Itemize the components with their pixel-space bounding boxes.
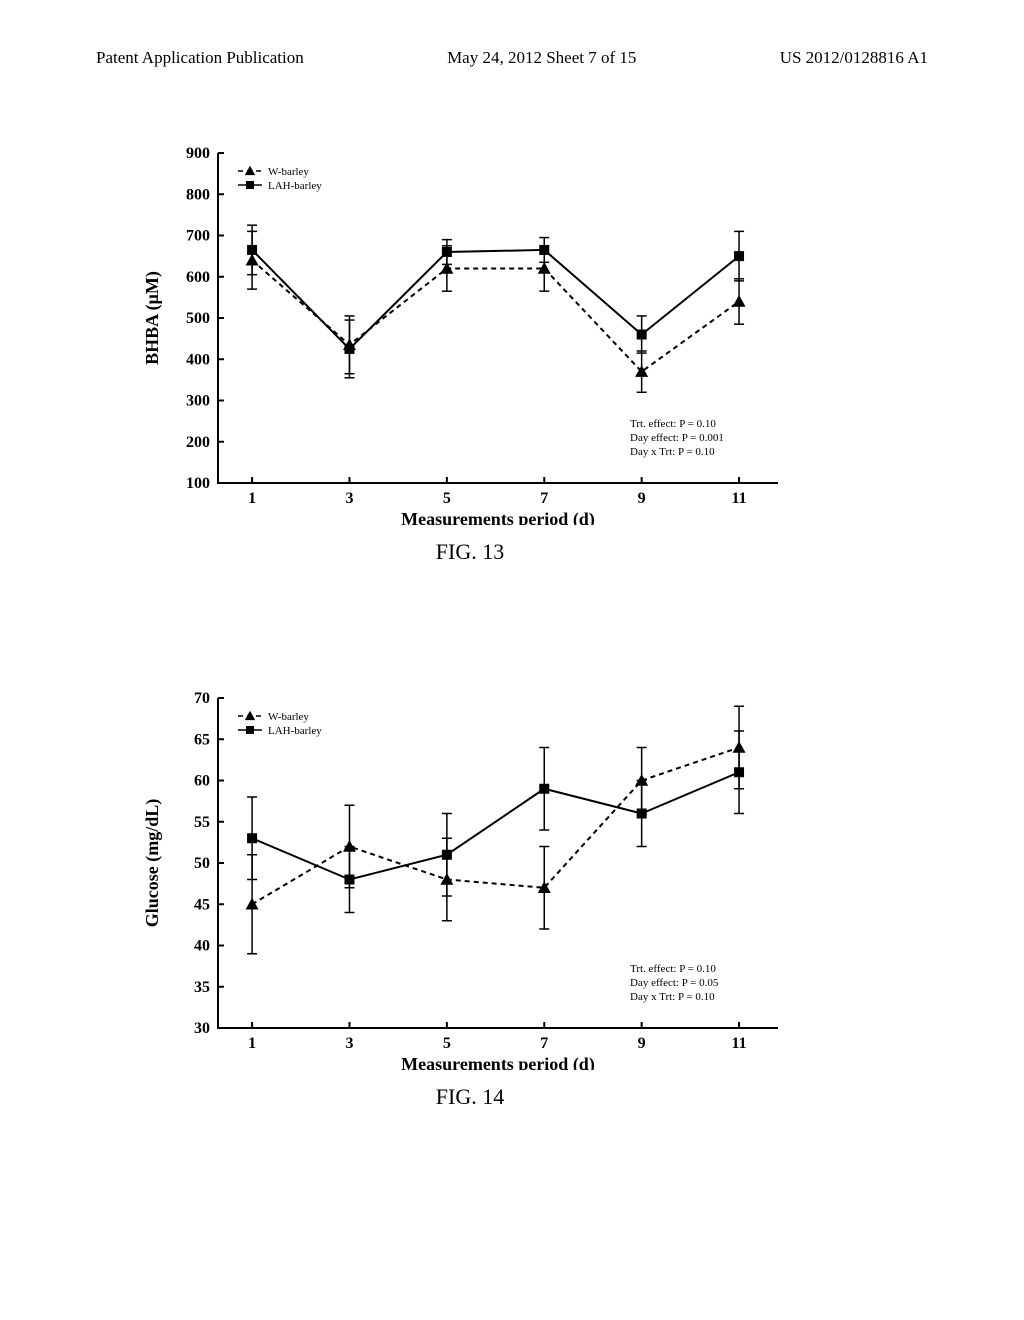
svg-text:200: 200 (186, 434, 210, 451)
figure-13-chart: 100 200 300 400 500 600 700 800 900 1 3 5 7 9 11 Measur… (140, 135, 800, 525)
svg-text:LAH-barley: LAH-barley (268, 180, 322, 192)
svg-text:9: 9 (638, 490, 646, 507)
svg-text:Day x Trt: P = 0.10: Day x Trt: P = 0.10 (630, 991, 715, 1003)
svg-text:40: 40 (194, 938, 210, 955)
svg-text:Trt. effect: P = 0.10: Trt. effect: P = 0.10 (630, 418, 716, 430)
svg-text:700: 700 (186, 228, 210, 245)
svg-text:W-barley: W-barley (268, 711, 309, 723)
svg-text:Day x Trt: P = 0.10: Day x Trt: P = 0.10 (630, 446, 715, 458)
svg-text:3: 3 (345, 490, 353, 507)
svg-text:9: 9 (638, 1035, 646, 1052)
svg-text:Glucose (mg/dL): Glucose (mg/dL) (142, 799, 163, 928)
svg-text:7: 7 (540, 490, 548, 507)
svg-text:600: 600 (186, 269, 210, 286)
svg-text:65: 65 (194, 731, 210, 748)
svg-text:500: 500 (186, 310, 210, 327)
figure-14-chart: 3035404550556065701357911Measurements pe… (140, 680, 800, 1070)
svg-text:5: 5 (443, 490, 451, 507)
figure-14-caption: FIG. 14 (140, 1084, 800, 1110)
svg-text:800: 800 (186, 186, 210, 203)
page: Patent Application Publication May 24, 2… (0, 0, 1024, 1320)
header-left: Patent Application Publication (96, 48, 304, 68)
figure-14-block: 3035404550556065701357911Measurements pe… (140, 680, 800, 1110)
svg-text:7: 7 (540, 1035, 548, 1052)
svg-text:LAH-barley: LAH-barley (268, 725, 322, 737)
svg-text:11: 11 (731, 490, 746, 507)
svg-text:1: 1 (248, 490, 256, 507)
figure-13-block: 100 200 300 400 500 600 700 800 900 1 3 5 7 9 11 Measur… (140, 135, 800, 565)
header-center: May 24, 2012 Sheet 7 of 15 (447, 48, 636, 68)
svg-text:11: 11 (731, 1035, 746, 1052)
page-header: Patent Application Publication May 24, 2… (0, 48, 1024, 68)
svg-text:Trt. effect: P = 0.10: Trt. effect: P = 0.10 (630, 963, 716, 975)
svg-text:400: 400 (186, 351, 210, 368)
svg-text:Day effect: P = 0.001: Day effect: P = 0.001 (630, 432, 724, 444)
svg-text:100: 100 (186, 475, 210, 492)
svg-text:5: 5 (443, 1035, 451, 1052)
svg-text:300: 300 (186, 393, 210, 410)
svg-text:Measurements period (d): Measurements period (d) (401, 509, 595, 525)
svg-text:35: 35 (194, 979, 210, 996)
svg-text:60: 60 (194, 773, 210, 790)
svg-text:55: 55 (194, 814, 210, 831)
svg-text:50: 50 (194, 855, 210, 872)
figure-13-caption: FIG. 13 (140, 539, 800, 565)
svg-text:Measurements period (d): Measurements period (d) (401, 1054, 595, 1070)
svg-text:BHBA (μM): BHBA (μM) (142, 271, 163, 365)
svg-text:W-barley: W-barley (268, 166, 309, 178)
svg-text:1: 1 (248, 1035, 256, 1052)
svg-text:70: 70 (194, 690, 210, 707)
svg-text:Day effect: P = 0.05: Day effect: P = 0.05 (630, 977, 719, 989)
header-right: US 2012/0128816 A1 (780, 48, 928, 68)
svg-text:900: 900 (186, 145, 210, 162)
svg-text:45: 45 (194, 896, 210, 913)
svg-text:3: 3 (345, 1035, 353, 1052)
svg-text:30: 30 (194, 1020, 210, 1037)
